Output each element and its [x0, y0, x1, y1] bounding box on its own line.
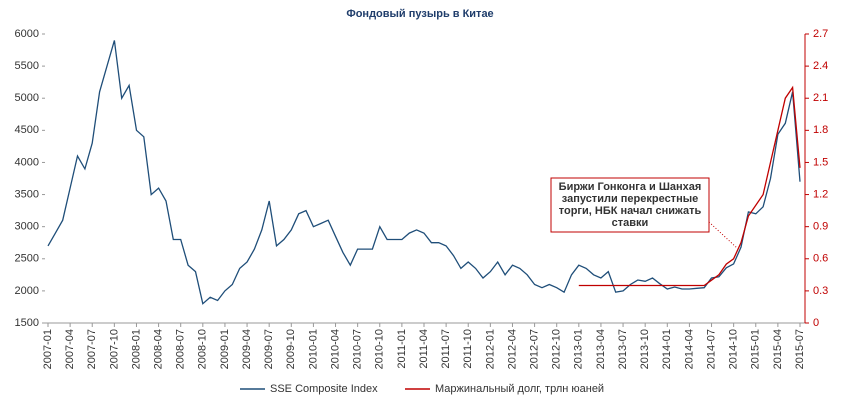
y-tick-label: 5000 [15, 92, 39, 104]
y-tick-label: 1500 [15, 317, 39, 329]
x-tick-label: 2012-04 [506, 329, 518, 369]
legend-label: SSE Composite Index [270, 383, 378, 395]
x-tick-label: 2009-10 [285, 329, 297, 369]
x-tick-label: 2012-10 [551, 329, 563, 369]
y2-tick-label: 1.8 [813, 124, 828, 136]
y-tick-label: 3000 [15, 221, 39, 233]
series-line [578, 85, 801, 287]
y2-tick-label: 0 [813, 317, 819, 329]
x-tick-label: 2011-04 [418, 329, 430, 369]
y2-tick-label: 2.4 [813, 60, 828, 72]
annotation-text: Биржи Гонконга и Шанхая [559, 181, 702, 193]
y-tick-label: 3500 [15, 188, 39, 200]
x-tick-label: 2013-04 [595, 329, 607, 369]
x-tick-label: 2009-01 [219, 329, 231, 369]
x-tick-label: 2014-10 [728, 329, 740, 369]
y-tick-label: 5500 [15, 60, 39, 72]
y2-tick-label: 1.5 [813, 156, 828, 168]
x-tick-label: 2013-10 [639, 329, 651, 369]
y-tick-label: 2500 [15, 253, 39, 265]
y-tick-label: 6000 [15, 28, 39, 40]
annotation-box [550, 177, 710, 233]
x-tick-label: 2015-01 [750, 329, 762, 369]
y-tick-label: 2000 [15, 285, 39, 297]
y-tick-label: 4500 [15, 124, 39, 136]
y2-tick-label: 2.7 [813, 28, 828, 40]
y2-tick-label: 1.2 [813, 188, 828, 200]
x-tick-label: 2009-04 [241, 329, 253, 369]
x-tick-label: 2014-04 [683, 329, 695, 369]
x-tick-label: 2011-10 [462, 329, 474, 369]
x-tick-label: 2014-07 [705, 329, 717, 369]
x-tick-label: 2010-10 [374, 329, 386, 369]
legend-label: Маржинальный долг, трлн юаней [435, 383, 604, 395]
x-tick-label: 2007-07 [86, 329, 98, 369]
y2-tick-label: 0.3 [813, 285, 828, 297]
x-tick-label: 2008-01 [130, 329, 142, 369]
x-tick-label: 2011-01 [396, 329, 408, 369]
x-tick-label: 2009-07 [263, 329, 275, 369]
x-tick-label: 2010-01 [307, 329, 319, 369]
x-tick-label: 2015-07 [794, 329, 806, 369]
annotation-text: торги, НБК начал снижать [559, 205, 702, 217]
x-tick-label: 2010-07 [352, 329, 364, 369]
y2-tick-label: 0.9 [813, 221, 828, 233]
x-tick-label: 2010-04 [329, 329, 341, 369]
x-tick-label: 2012-07 [528, 329, 540, 369]
x-tick-label: 2013-07 [617, 329, 629, 369]
annotation-text: запустили перекрестные [562, 193, 698, 205]
series-line [47, 40, 801, 305]
y2-tick-label: 2.1 [813, 92, 828, 104]
x-tick-label: 2011-07 [440, 329, 452, 369]
x-tick-label: 2008-07 [175, 329, 187, 369]
x-tick-label: 2007-04 [64, 329, 76, 369]
annotation-text: ставки [612, 217, 649, 229]
x-tick-label: 2007-01 [42, 329, 54, 369]
x-tick-label: 2014-01 [661, 329, 673, 369]
x-tick-label: 2015-04 [772, 329, 784, 369]
y2-tick-label: 0.6 [813, 253, 828, 265]
chart-title: Фондовый пузырь в Китае [346, 8, 493, 20]
y-tick-label: 4000 [15, 156, 39, 168]
x-tick-label: 2008-10 [197, 329, 209, 369]
x-tick-label: 2012-01 [484, 329, 496, 369]
x-tick-label: 2007-10 [108, 329, 120, 369]
x-tick-label: 2013-01 [573, 329, 585, 369]
annotation-connector [708, 221, 738, 249]
x-tick-label: 2008-04 [152, 329, 164, 369]
